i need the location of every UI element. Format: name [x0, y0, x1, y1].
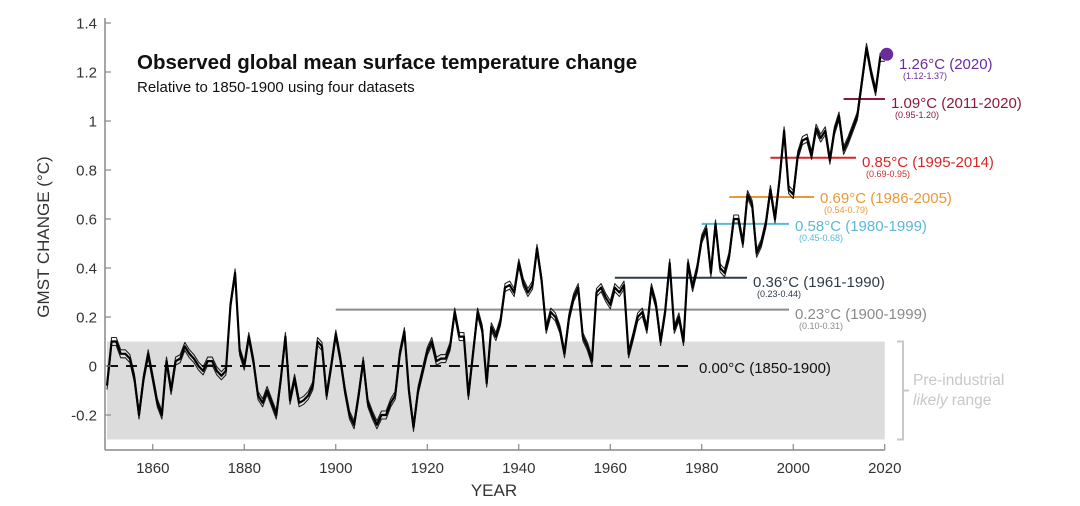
period-mean-label: 0.00°C (1850-1900) [699, 360, 831, 377]
x-tick-label: 1980 [685, 460, 718, 477]
x-tick-label: 1940 [502, 460, 535, 477]
period-mean-range: (0.69-0.95) [866, 169, 910, 179]
y-tick-label: 0 [89, 359, 97, 376]
x-tick-label: 1880 [228, 460, 261, 477]
band-label-italic: likely [913, 392, 949, 409]
period-mean-6: 0.23°C (1900-1999)(0.10-0.31) [335, 306, 927, 331]
x-tick-label: 2020 [868, 460, 901, 477]
band-label-line1: Pre-industrial [913, 372, 1004, 389]
y-tick-label: -0.2 [71, 408, 97, 425]
period-mean-label: 1.26°C (2020) [899, 56, 993, 73]
series-line-0-2 [105, 46, 885, 429]
x-tick-label: 1860 [136, 460, 169, 477]
y-tick-label: 1.4 [76, 16, 97, 33]
period-mean-label: 0.58°C (1980-1999) [795, 218, 927, 235]
period-mean-3: 0.69°C (1986-2005)(0.54-0.79) [729, 190, 952, 215]
period-mean-label: 0.85°C (1995-2014) [862, 154, 994, 171]
x-tick-label: 1920 [411, 460, 444, 477]
period-mean-label: 1.09°C (2011-2020) [891, 95, 1022, 112]
period-mean-1: 1.09°C (2011-2020)(0.95-1.20) [843, 95, 1022, 120]
y-tick-label: 0.6 [76, 212, 97, 229]
period-mean-label: 0.69°C (1986-2005) [820, 190, 952, 207]
period-mean-range: (0.54-0.79) [824, 205, 868, 215]
highlight-point-2020 [880, 47, 894, 61]
period-mean-range: (0.95-1.20) [895, 110, 939, 120]
period-mean-2: 0.85°C (1995-2014)(0.69-0.95) [770, 154, 994, 179]
period-mean-5: 0.36°C (1961-1990)(0.23-0.44) [614, 274, 885, 299]
x-tick-label: 1900 [319, 460, 352, 477]
y-tick-label: 0.2 [76, 310, 97, 327]
band-label-rest: range [947, 392, 991, 409]
y-axis-label: GMST CHANGE (°C) [34, 156, 53, 317]
y-tick-label: 1 [89, 114, 97, 131]
y-tick-label: 0.8 [76, 163, 97, 180]
band-label-line2: likely range [913, 392, 991, 409]
period-mean-range: (1.12-1.37) [903, 71, 947, 81]
period-mean-label: 0.23°C (1900-1999) [795, 306, 927, 323]
x-tick-label: 2000 [777, 460, 810, 477]
period-mean-0: 1.26°C (2020)(1.12-1.37) [899, 56, 993, 81]
pre-industrial-band [107, 341, 885, 440]
period-mean-range: (0.10-0.31) [799, 321, 843, 331]
x-axis-label: YEAR [471, 481, 517, 500]
period-mean-4: 0.58°C (1980-1999)(0.45-0.68) [701, 218, 927, 243]
x-tick-label: 1960 [594, 460, 627, 477]
period-mean-label: 0.36°C (1961-1990) [753, 274, 885, 291]
period-mean-range: (0.23-0.44) [757, 289, 801, 299]
period-mean-range: (0.45-0.68) [799, 233, 843, 243]
chart-title: Observed global mean surface temperature… [137, 51, 637, 74]
y-tick-label: 1.2 [76, 65, 97, 82]
y-tick-label: 0.4 [76, 261, 97, 278]
chart-subtitle: Relative to 1850-1900 using four dataset… [137, 79, 415, 96]
band-bracket [897, 340, 909, 441]
